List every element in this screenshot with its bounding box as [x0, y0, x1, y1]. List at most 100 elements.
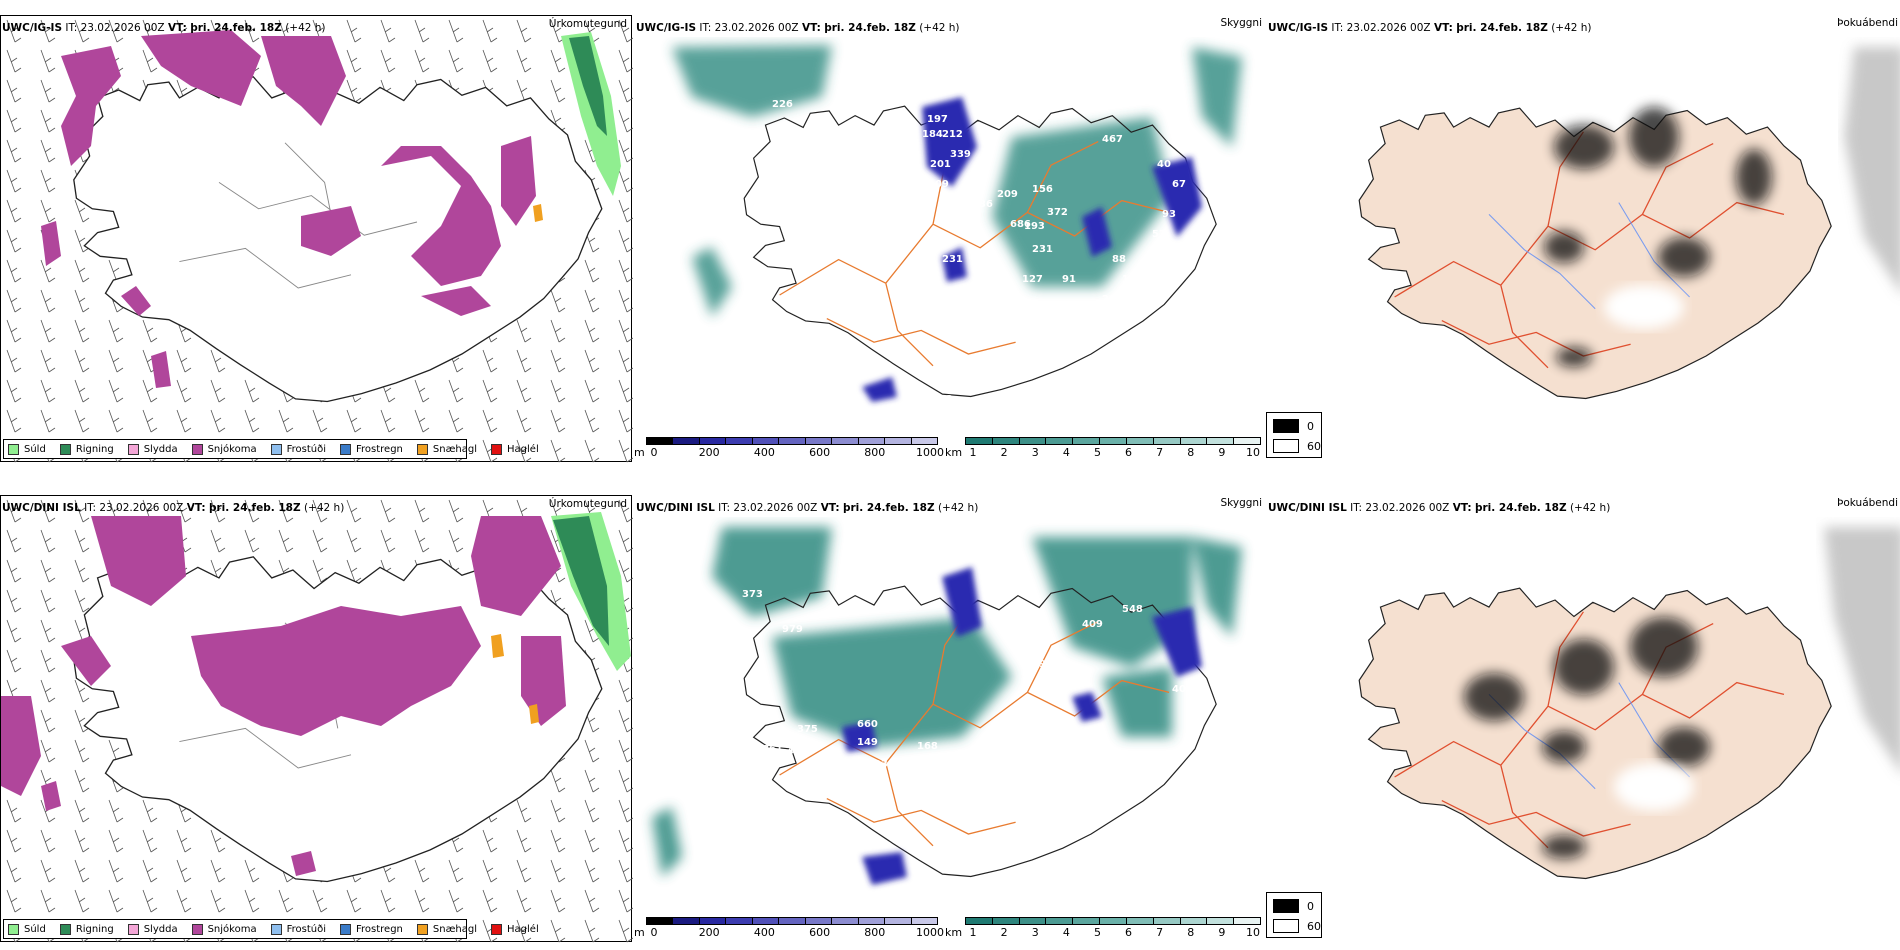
fog-legend-top: 0 60 — [1266, 412, 1322, 458]
legend-label: Slydda — [143, 923, 178, 935]
colorbar-segment — [992, 438, 1020, 444]
ceiling-value-label: 57 — [1152, 229, 1166, 240]
precip-map-bottom — [1, 496, 633, 943]
colorbar-tick-label: 600 — [809, 446, 831, 459]
colorbar-segment — [885, 918, 912, 924]
precip-panel-top: Úrkomutegund Súld Rigning Slydda Snjókoma Fr… — [0, 15, 633, 463]
ceiling-value-label: 548 — [1122, 604, 1143, 615]
legend-swatch — [340, 923, 351, 935]
ceiling-value-label: 231 — [1032, 244, 1053, 255]
colorbar-tick-label: 1 — [969, 926, 977, 939]
colorbar-tick-label: 800 — [864, 446, 886, 459]
legend-label: Snjókoma — [207, 443, 257, 455]
legend-item-4: Frostúði — [270, 443, 326, 455]
colorbar-segment — [966, 918, 993, 924]
colorbar-segment — [699, 438, 727, 444]
colorbar-tick-label: 6 — [1125, 446, 1133, 459]
colorbar-segment — [911, 918, 937, 924]
colorbar-segment — [1234, 918, 1260, 924]
legend-item-2: Slydda — [127, 443, 178, 455]
colorbar-tick-label: 1000 — [916, 926, 944, 939]
legend-label: Frostregn — [356, 443, 403, 455]
legend-label: Súld — [24, 443, 46, 455]
colorbar-segment — [699, 918, 727, 924]
colorbar-tick-label: 3 — [1031, 926, 1039, 939]
colorbar-segment — [647, 438, 674, 444]
colorbar-tick-label: 1 — [969, 446, 977, 459]
legend-label: Frostregn — [356, 923, 403, 935]
ceiling-value-label: 372 — [1047, 207, 1068, 218]
snow-areas-top — [41, 30, 536, 388]
visibility-colorbar-bottom: km 1 2 3 4 5 6 7 8 9 10 — [945, 917, 1261, 941]
legend-item-2: Slydda — [127, 923, 178, 935]
ceiling-value-label: 264 — [957, 749, 978, 760]
colorbar-segment — [911, 438, 937, 444]
ceiling-value-label: 67 — [1172, 179, 1186, 190]
colorbar-segment — [1180, 438, 1208, 444]
colorbar-tick-label: 2 — [1000, 926, 1008, 939]
colorbar-segment — [752, 438, 780, 444]
colorbar-segment — [1207, 918, 1235, 924]
colorbar-tick-label: 0 — [650, 446, 658, 459]
ceiling-value-label: 181 — [982, 764, 1003, 775]
ceiling-value-label: 193 — [1024, 221, 1045, 232]
colorbar-segment — [752, 918, 780, 924]
fog-low-swatch — [1273, 439, 1299, 453]
colorbar-tick-label: 4 — [1062, 926, 1070, 939]
legend-swatch — [340, 443, 351, 455]
colorbar-segment — [1234, 438, 1260, 444]
colorbar-segment — [858, 438, 886, 444]
header-bottom-right: UWC/DINI ISL IT: 23.02.2026 00Z VT: þri.… — [1268, 502, 1611, 514]
ceiling-value-label: 156 — [1032, 184, 1053, 195]
ceiling-value-label: 91 — [1062, 274, 1076, 285]
cloud-title-top: Skyggni — [1220, 17, 1263, 29]
ceiling-value-label: 467 — [1102, 134, 1123, 145]
ceiling-value-label: 127 — [1022, 274, 1043, 285]
colorbar-tick-label: 5 — [1093, 446, 1101, 459]
ceiling-value-label: 14 — [1112, 749, 1126, 760]
colorbar-segment — [673, 438, 700, 444]
colorbar-tick-label: 9 — [1218, 446, 1226, 459]
colorbar-segment — [1126, 918, 1154, 924]
lead-time: (+42 h) — [285, 22, 326, 34]
header-top-right: UWC/IG-IS IT: 23.02.2026 00Z VT: þri. 24… — [1268, 22, 1592, 34]
colorbar-tick-label: 800 — [864, 926, 886, 939]
colorbar-segment — [1100, 438, 1127, 444]
ceiling-value-label: 88 — [837, 764, 851, 775]
precip-legend-top: Súld Rigning Slydda Snjókoma Frostúði Frostre… — [3, 439, 539, 459]
legend-item-6: Snæhagl — [416, 443, 477, 455]
legend-label: Haglél — [507, 443, 539, 455]
legend-label: Rigning — [75, 923, 114, 935]
ceiling-value-label: 686 — [1010, 219, 1031, 230]
legend-swatch — [127, 443, 139, 455]
legend-swatch — [59, 923, 71, 935]
legend-item-1: Rigning — [59, 443, 114, 455]
legend-item-5: Frostregn — [340, 923, 403, 935]
legend-swatch — [191, 923, 203, 935]
header-top-left: UWC/IG-IS IT: 23.02.2026 00Z VT: þri. 24… — [2, 22, 326, 34]
fog-legend-bottom: 0 60 — [1266, 892, 1322, 938]
colorbar-segment — [858, 918, 886, 924]
colorbar-tick-label: 200 — [698, 446, 720, 459]
fog-map-top — [1358, 47, 1900, 400]
legend-swatch — [127, 923, 139, 935]
colorbar-segment — [673, 918, 700, 924]
colorbar-tick-label: 0 — [650, 926, 658, 939]
colorbar-segment — [647, 918, 674, 924]
ceiling-value-label: 109 — [928, 179, 949, 190]
legend-swatch — [59, 443, 71, 455]
header-bottom-middle: UWC/DINI ISL IT: 23.02.2026 00Z VT: þri.… — [636, 502, 979, 514]
legend-swatch — [191, 443, 203, 455]
ceiling-value-label: 209 — [997, 189, 1018, 200]
colorbar-segment — [726, 918, 753, 924]
legend-item-1: Rigning — [59, 923, 114, 935]
colorbar-segment — [1153, 918, 1181, 924]
colorbar-tick-label: 7 — [1156, 926, 1164, 939]
fog-title-bottom: Þokuábendi — [1837, 497, 1898, 509]
ceiling-value-label: 241 — [1012, 779, 1033, 790]
cloud-title-bottom: Skyggni — [1220, 497, 1263, 509]
ceiling-value-label: 861 — [762, 744, 783, 755]
colorbar-segment — [779, 918, 806, 924]
ceiling-value-label: 375 — [797, 724, 818, 735]
